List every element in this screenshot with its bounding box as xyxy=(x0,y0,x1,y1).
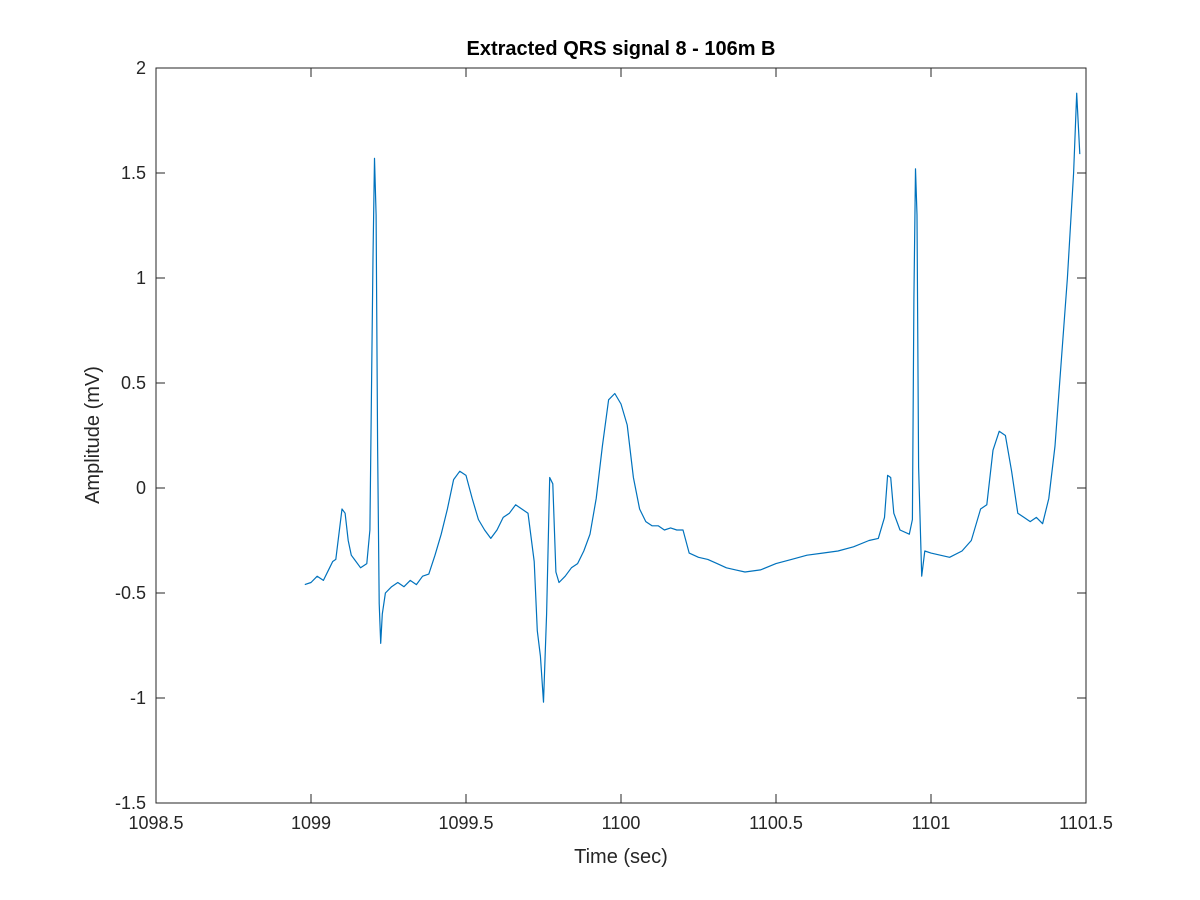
x-tick-label: 1100 xyxy=(602,813,641,833)
x-tick-label: 1101 xyxy=(912,813,951,833)
chart-title: Extracted QRS signal 8 - 106m B xyxy=(466,38,775,60)
y-tick-label: 1 xyxy=(136,268,146,288)
y-tick-label: 0.5 xyxy=(121,373,146,393)
y-tick-label: -1.5 xyxy=(115,793,146,813)
y-tick-label: 1.5 xyxy=(121,163,146,183)
y-tick-label: -0.5 xyxy=(115,583,146,603)
x-tick-label: 1099 xyxy=(291,813,331,833)
x-tick-label: 1098.5 xyxy=(128,813,183,833)
y-tick-label: -1 xyxy=(130,688,146,708)
x-tick-label: 1099.5 xyxy=(438,813,493,833)
y-axis-label: Amplitude (mV) xyxy=(82,366,104,504)
x-tick-label: 1100.5 xyxy=(749,813,803,833)
x-tick-label: 1101.5 xyxy=(1059,813,1113,833)
x-axis-label: Time (sec) xyxy=(574,846,668,868)
axis-tick-labels: 1098.5 1099 1099.5 1100 1100.5 1101 1101.5 -1.5… xyxy=(115,58,1113,833)
series-line xyxy=(304,92,1081,703)
plot-frame xyxy=(155,67,1087,804)
y-tick-label: 0 xyxy=(136,478,146,498)
plot-background xyxy=(156,68,1086,803)
y-tick-label: 2 xyxy=(136,58,146,78)
